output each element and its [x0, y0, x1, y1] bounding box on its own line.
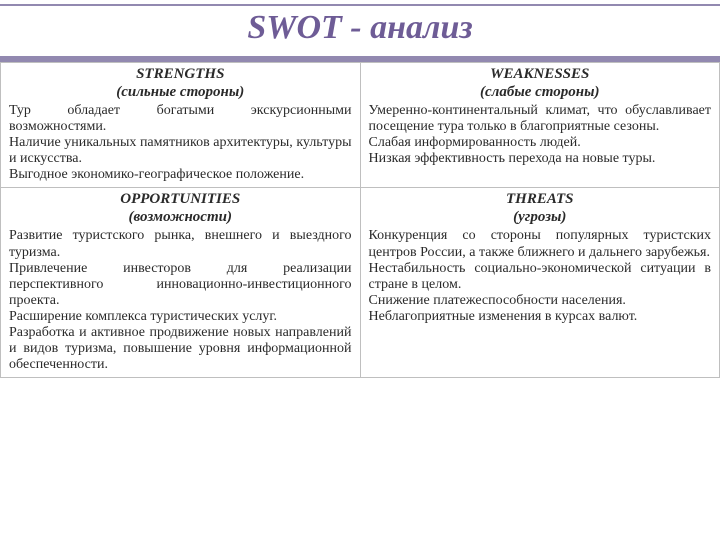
title-top-line [0, 4, 720, 6]
cell-strengths: STRENGTHS (сильные стороны) Тур обладает… [1, 63, 361, 188]
strengths-title: STRENGTHS [136, 66, 224, 82]
weaknesses-body: Умеренно-континентальный климат, что обу… [369, 103, 712, 167]
strengths-header: STRENGTHS (сильные стороны) [9, 65, 352, 103]
opportunities-title: OPPORTUNITIES [120, 191, 240, 207]
opportunities-body: Развитие туристского рынка, внешнего и в… [9, 228, 352, 373]
weaknesses-title: WEAKNESSES [490, 66, 589, 82]
strengths-body: Тур обладает богатыми экскурсионными воз… [9, 103, 352, 183]
weaknesses-subtitle: (слабые стороны) [480, 84, 600, 100]
strengths-subtitle: (сильные стороны) [116, 84, 244, 100]
weaknesses-header: WEAKNESSES (слабые стороны) [369, 65, 712, 103]
page-title: SWOT - анализ [247, 9, 472, 47]
cell-threats: THREATS (угрозы) Конкуренция со стороны … [360, 188, 720, 378]
opportunities-subtitle: (возможности) [129, 209, 232, 225]
swot-table: STRENGTHS (сильные стороны) Тур обладает… [0, 62, 720, 378]
threats-body: Конкуренция со стороны популярных турист… [369, 228, 712, 325]
title-bar: SWOT - анализ [0, 0, 720, 62]
cell-weaknesses: WEAKNESSES (слабые стороны) Умеренно-кон… [360, 63, 720, 188]
threats-subtitle: (угрозы) [513, 209, 566, 225]
threats-title: THREATS [506, 191, 574, 207]
cell-opportunities: OPPORTUNITIES (возможности) Развитие тур… [1, 188, 361, 378]
threats-header: THREATS (угрозы) [369, 190, 712, 228]
opportunities-header: OPPORTUNITIES (возможности) [9, 190, 352, 228]
